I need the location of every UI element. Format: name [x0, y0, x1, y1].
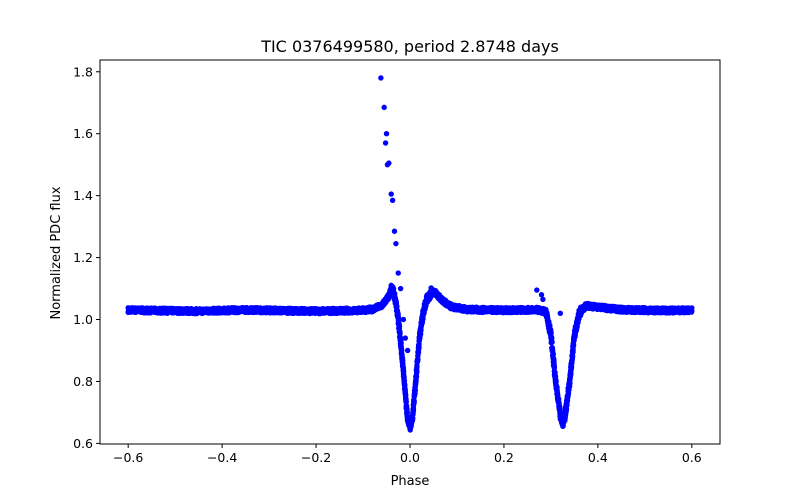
data-point: [568, 364, 575, 370]
data-point: [689, 305, 695, 311]
data-point: [552, 373, 559, 380]
data-point: [415, 357, 421, 364]
plot-area: [99, 59, 721, 445]
y-tick-label: 1.6: [73, 126, 93, 141]
data-point: [410, 407, 417, 414]
data-point: [400, 368, 407, 375]
data-point: [568, 371, 574, 377]
outlier-point: [384, 161, 391, 168]
data-point: [553, 378, 559, 384]
data-point: [396, 323, 403, 330]
data-point: [550, 351, 556, 357]
data-point: [395, 311, 401, 317]
outlier-point: [400, 316, 407, 323]
data-point: [395, 315, 402, 321]
data-point: [548, 335, 555, 341]
x-axis-title: Phase: [391, 474, 430, 489]
data-point: [564, 402, 570, 408]
y-tick-label: 1.4: [73, 188, 93, 203]
data-point: [410, 415, 416, 421]
y-tick-label: 1.2: [73, 250, 93, 265]
outlier-point: [389, 197, 396, 203]
data-point: [401, 377, 408, 384]
data-point: [570, 342, 577, 349]
data-point: [402, 392, 409, 398]
data-point: [416, 344, 422, 350]
data-point: [411, 399, 417, 405]
outlier-point: [381, 104, 387, 111]
data-point: [402, 382, 408, 388]
data-point: [428, 285, 434, 291]
data-point: [390, 286, 397, 292]
x-tick-label: 0.4: [588, 450, 608, 465]
data-point: [404, 410, 410, 416]
data-points: [125, 75, 695, 433]
chart-title: TIC 0376499580, period 2.8748 days: [260, 37, 559, 56]
y-tick-label: 1.0: [73, 312, 93, 327]
data-point: [567, 380, 573, 387]
data-point: [547, 322, 553, 329]
x-tick-label: −0.4: [207, 450, 237, 465]
data-point: [548, 330, 554, 336]
data-point: [398, 340, 404, 347]
x-tick-label: −0.6: [113, 450, 143, 465]
data-point: [570, 349, 576, 355]
y-tick-label: 1.8: [73, 64, 93, 79]
data-point: [392, 291, 398, 297]
y-axis: 0.6 0.8 1.0 1.2 1.4 1.6 1.8: [73, 64, 100, 451]
y-tick-label: 0.6: [73, 436, 93, 451]
data-point: [428, 290, 434, 297]
x-tick-label: −0.2: [301, 450, 331, 465]
x-tick-label: 0.2: [494, 450, 514, 465]
outlier-point: [538, 292, 545, 298]
data-point: [403, 403, 410, 409]
data-point: [554, 384, 560, 391]
data-point: [420, 316, 426, 322]
data-point: [394, 303, 400, 310]
data-point: [572, 332, 578, 339]
x-tick-label: 0.0: [400, 450, 420, 465]
outlier-point: [397, 285, 404, 292]
outlier-point: [388, 191, 394, 197]
outlier-point: [540, 296, 546, 303]
y-axis-title: Normalized PDC flux: [49, 186, 64, 319]
outlier-point: [534, 287, 540, 293]
data-point: [412, 387, 419, 393]
data-point: [551, 364, 558, 370]
outlier-point: [382, 140, 389, 146]
x-tick-label: 0.6: [682, 450, 702, 465]
outlier-point: [393, 240, 399, 247]
x-axis: −0.6 −0.4 −0.2 0.0 0.2 0.4 0.6: [113, 444, 702, 465]
data-point: [569, 353, 576, 360]
data-point: [418, 327, 424, 334]
plot-frame: [99, 59, 721, 445]
outlier-point: [383, 131, 390, 137]
data-point: [549, 339, 555, 345]
data-point: [414, 368, 420, 375]
outlier-point: [402, 335, 408, 341]
data-point: [578, 306, 585, 313]
data-point: [397, 329, 403, 335]
data-point: [399, 353, 405, 359]
outlier-point: [378, 75, 384, 81]
y-tick-label: 0.8: [73, 374, 93, 389]
outlier-point: [557, 310, 563, 317]
outlier-point: [404, 347, 411, 354]
outlier-point: [391, 228, 398, 234]
outlier-point: [395, 270, 401, 276]
